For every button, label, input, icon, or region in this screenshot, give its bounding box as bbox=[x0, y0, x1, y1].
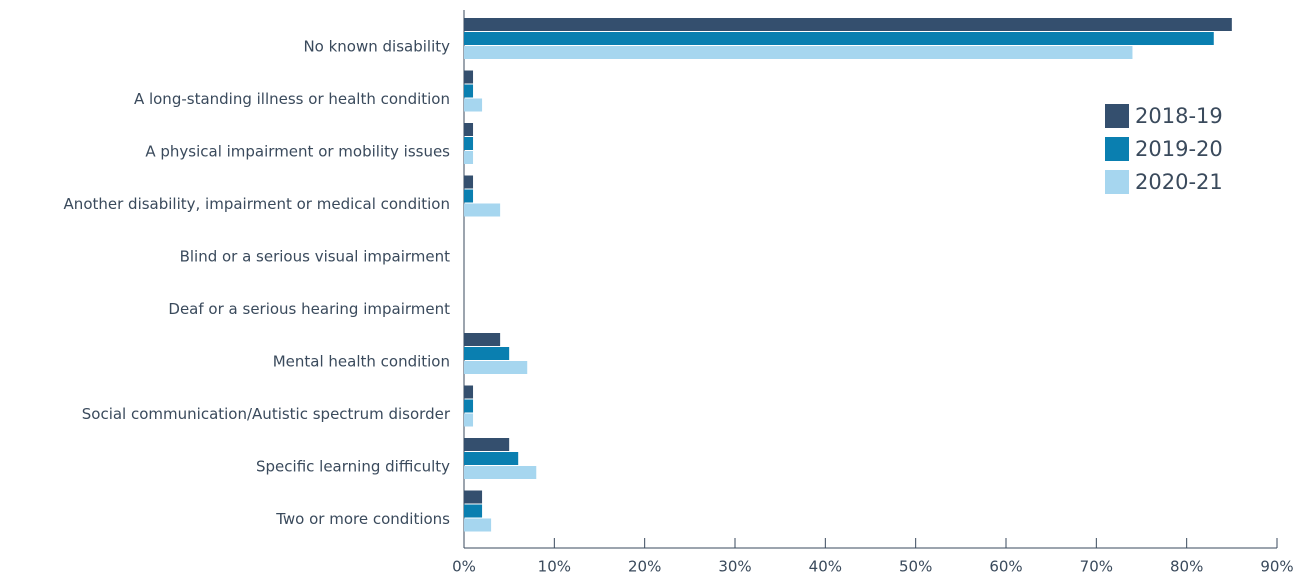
bar bbox=[464, 399, 474, 413]
y-tick-label: Deaf or a serious hearing impairment bbox=[168, 300, 450, 318]
legend-label: 2020-21 bbox=[1135, 170, 1223, 194]
bar bbox=[464, 518, 492, 532]
y-tick-label: A long-standing illness or health condit… bbox=[134, 90, 450, 108]
bar bbox=[464, 123, 474, 136]
x-tick-label: 90% bbox=[1260, 558, 1293, 576]
y-tick-label: Another disability, impairment or medica… bbox=[64, 195, 450, 213]
x-tick-label: 30% bbox=[718, 558, 751, 576]
bar bbox=[464, 203, 501, 217]
y-tick-label: Social communication/Autistic spectrum d… bbox=[82, 405, 451, 423]
bar bbox=[464, 46, 1133, 59]
bar bbox=[464, 175, 474, 189]
bar bbox=[464, 70, 474, 84]
y-tick-label: A physical impairment or mobility issues bbox=[145, 143, 450, 161]
x-tick-label: 60% bbox=[989, 558, 1022, 576]
bar bbox=[464, 137, 474, 150]
bar bbox=[464, 361, 528, 374]
legend-swatch bbox=[1105, 170, 1129, 194]
y-tick-label: No known disability bbox=[303, 38, 450, 56]
legend-swatch bbox=[1105, 137, 1129, 161]
y-tick-label: Blind or a serious visual impairment bbox=[180, 248, 451, 266]
y-tick-label: Mental health condition bbox=[273, 353, 450, 371]
x-tick-label: 0% bbox=[452, 558, 476, 576]
bar bbox=[464, 84, 474, 98]
legend-label: 2018-19 bbox=[1135, 104, 1223, 128]
bar bbox=[464, 18, 1232, 31]
y-tick-label: Specific learning difficulty bbox=[256, 458, 450, 476]
bar bbox=[464, 151, 474, 164]
bar bbox=[464, 189, 474, 203]
bar bbox=[464, 452, 519, 465]
bar bbox=[464, 347, 510, 360]
y-tick-label: Two or more conditions bbox=[275, 510, 450, 528]
x-tick-label: 40% bbox=[809, 558, 842, 576]
bar bbox=[464, 490, 483, 504]
bar bbox=[464, 438, 510, 451]
x-tick-label: 50% bbox=[899, 558, 932, 576]
x-tick-label: 20% bbox=[628, 558, 661, 576]
bar bbox=[464, 385, 474, 399]
bar bbox=[464, 504, 483, 518]
bar bbox=[464, 466, 537, 479]
bar bbox=[464, 98, 483, 112]
bar bbox=[464, 333, 501, 346]
bar bbox=[464, 32, 1214, 45]
legend-label: 2019-20 bbox=[1135, 137, 1223, 161]
x-tick-label: 10% bbox=[538, 558, 571, 576]
bar bbox=[464, 413, 474, 427]
x-tick-label: 70% bbox=[1080, 558, 1113, 576]
legend-swatch bbox=[1105, 104, 1129, 128]
x-tick-label: 80% bbox=[1170, 558, 1203, 576]
